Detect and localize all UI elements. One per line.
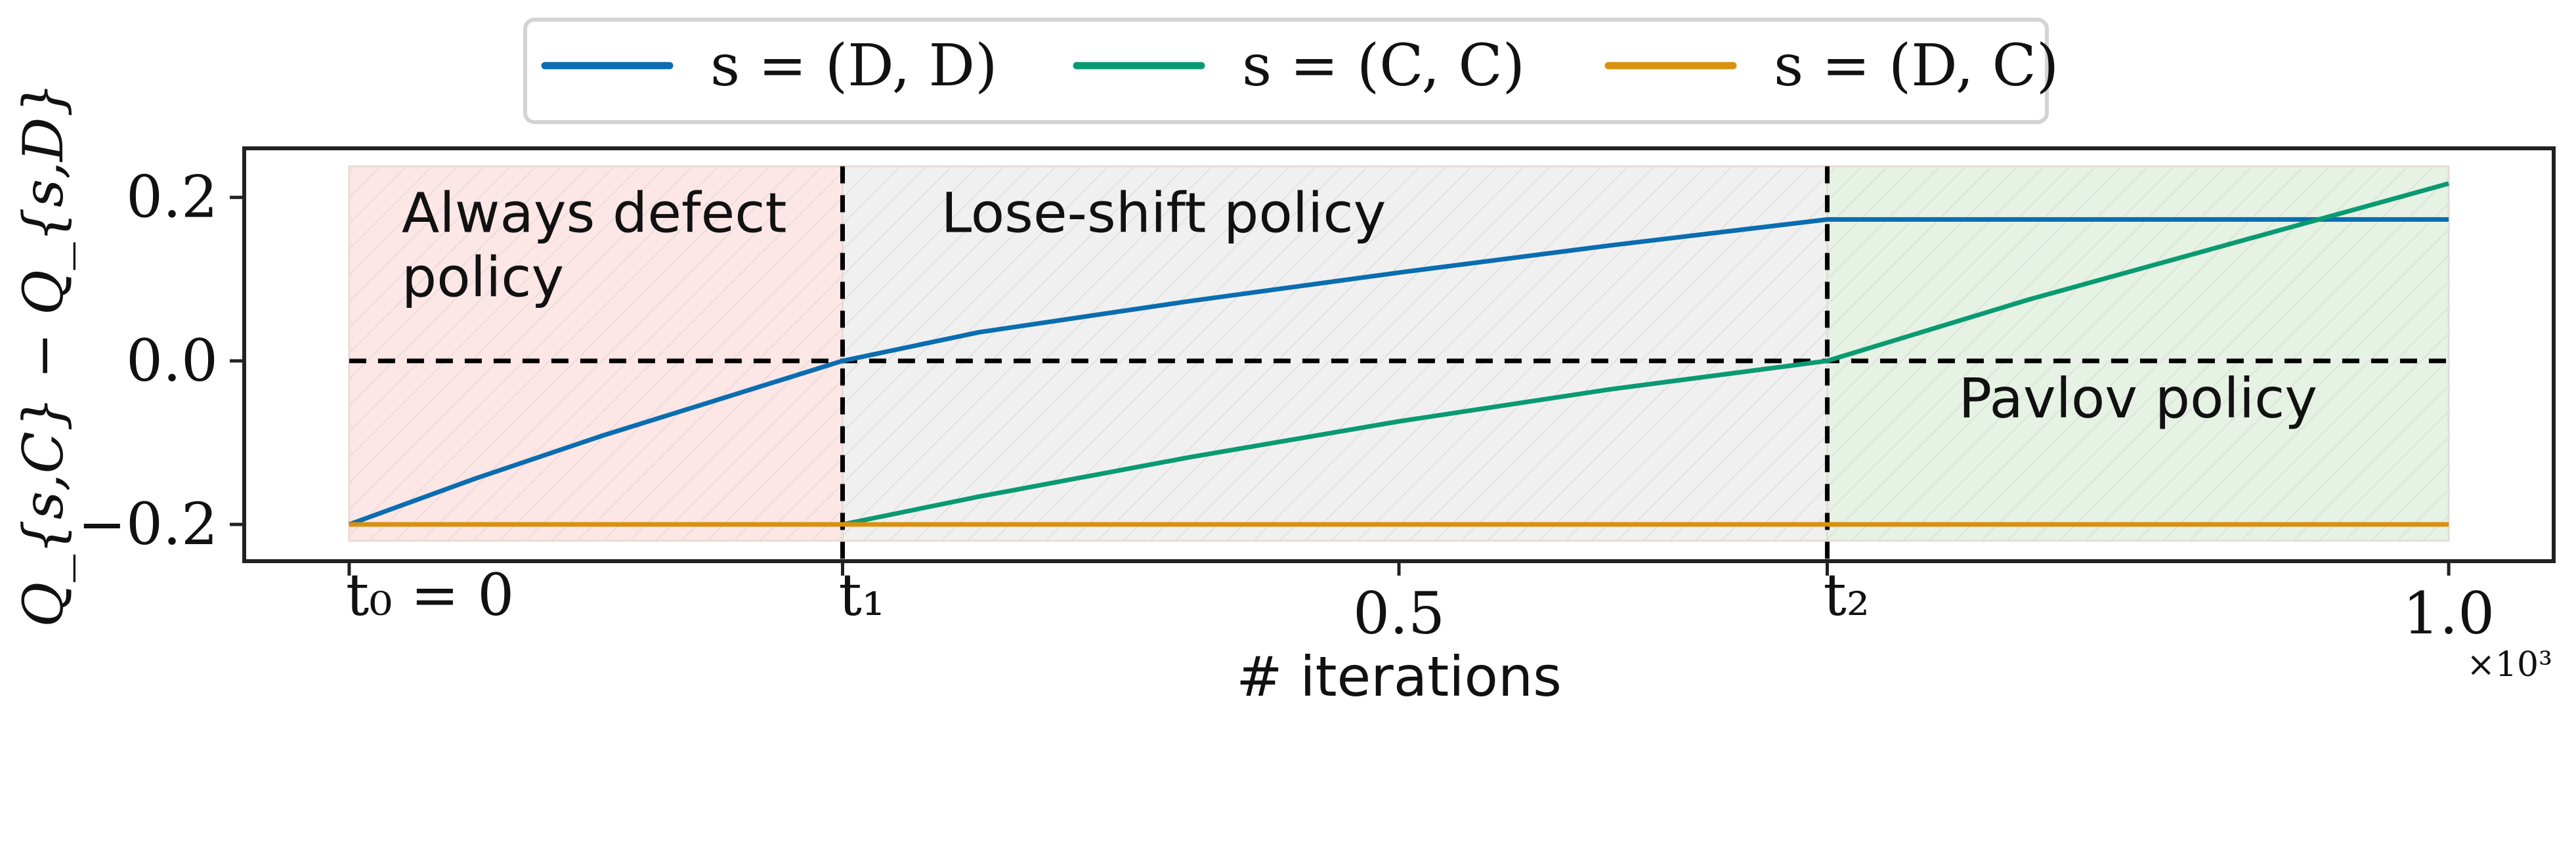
reference-lines bbox=[349, 166, 2449, 561]
x-tick-label: 0.5 bbox=[1353, 580, 1445, 647]
region-label: Always defect bbox=[402, 180, 787, 245]
x-tick-label: t₁ bbox=[838, 561, 885, 629]
y-tick-label: 0.2 bbox=[126, 163, 218, 231]
region-label: Pavlov policy bbox=[1959, 366, 2318, 431]
legend-label-1: s = (D, D) bbox=[710, 32, 997, 99]
legend-box bbox=[523, 18, 2049, 124]
axis-labels: # iterations ×10³ Q_{s,C} − Q_{s,D} bbox=[11, 82, 2552, 709]
x-tick-label: t₂ bbox=[1823, 561, 1870, 629]
series-line-1 bbox=[348, 217, 2449, 527]
region-hatch bbox=[842, 166, 1828, 541]
legend: s = (D, D) s = (C, C) s = (D, C) bbox=[523, 18, 2059, 124]
x-tick-label: 1.0 bbox=[2403, 580, 2495, 647]
region-hatch bbox=[349, 166, 843, 541]
y-tick-label: −0.2 bbox=[77, 490, 218, 558]
series-line-2 bbox=[349, 181, 2450, 527]
axis-ticks: −0.2 0.0 0.2 t₀ = 0 t₁ 0.5 t₂ 1.0 bbox=[77, 163, 2495, 647]
x-tick-label: t₀ = 0 bbox=[346, 561, 514, 629]
x-axis-multiplier: ×10³ bbox=[2466, 645, 2552, 685]
legend-label-2: s = (C, C) bbox=[1242, 32, 1525, 99]
y-axis-label: Q_{s,C} − Q_{s,D} bbox=[11, 82, 75, 627]
region-label: policy bbox=[402, 245, 564, 309]
y-tick-label: 0.0 bbox=[126, 327, 218, 394]
region-label: Lose-shift policy bbox=[941, 180, 1386, 245]
x-axis-label: # iterations bbox=[1236, 645, 1562, 709]
legend-label-3: s = (D, C) bbox=[1774, 32, 2059, 99]
region-hatch bbox=[1827, 166, 2449, 541]
data-series bbox=[348, 181, 2450, 527]
